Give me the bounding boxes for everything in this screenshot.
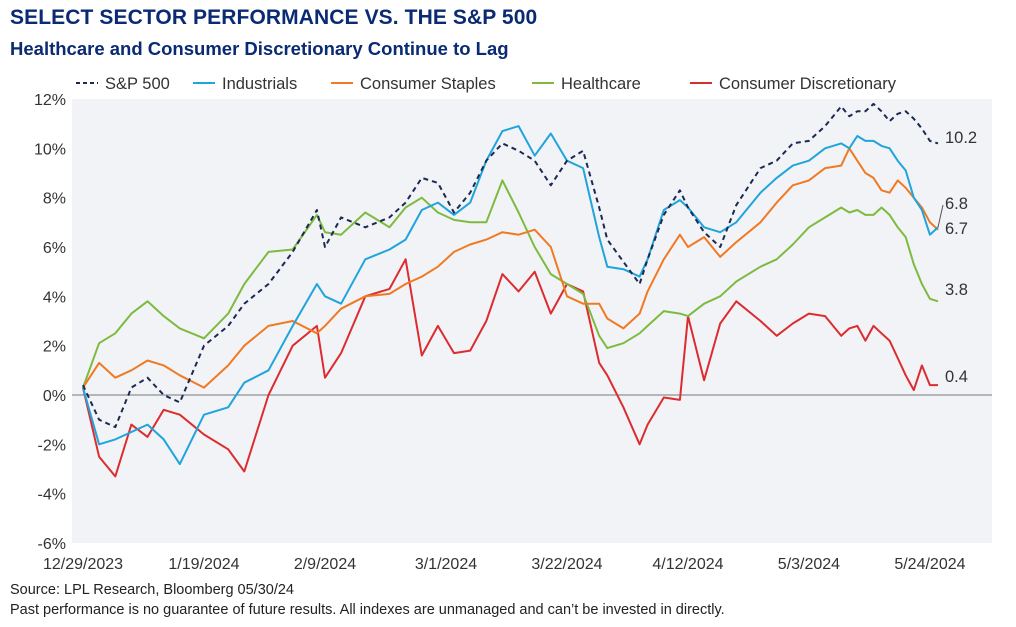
chart-title: SELECT SECTOR PERFORMANCE VS. THE S&P 50… bbox=[10, 6, 538, 29]
x-tick-label: 3/1/2024 bbox=[415, 556, 477, 573]
legend-label: S&P 500 bbox=[105, 75, 170, 93]
y-tick-label: 4% bbox=[43, 289, 66, 306]
legend-label: Consumer Staples bbox=[360, 75, 496, 93]
end-label-consumer-discretionary: 0.4 bbox=[945, 368, 968, 386]
series-lines bbox=[82, 102, 939, 478]
y-tick-label: 6% bbox=[43, 240, 66, 257]
x-tick-label: 1/19/2024 bbox=[168, 556, 239, 573]
end-label-industrials: 6.8 bbox=[945, 195, 968, 213]
series-line-consumer-discretionary bbox=[82, 258, 938, 478]
plot-area bbox=[72, 99, 992, 543]
y-tick-label: 8% bbox=[43, 191, 66, 208]
disclaimer-note: Past performance is no guarantee of futu… bbox=[10, 602, 725, 618]
end-label-leader bbox=[937, 204, 944, 228]
legend: S&P 500 Industrials Consumer Staples Health… bbox=[76, 75, 897, 93]
x-tick-label: 2/9/2024 bbox=[294, 556, 356, 573]
legend-label: Industrials bbox=[222, 75, 297, 93]
x-tick-label: 5/24/2024 bbox=[894, 556, 965, 573]
y-tick-label: 10% bbox=[34, 141, 66, 158]
y-tick-label: -2% bbox=[38, 437, 66, 454]
y-tick-label: -6% bbox=[38, 536, 66, 553]
end-label-consumer-staples: 6.7 bbox=[945, 220, 968, 238]
legend-label: Consumer Discretionary bbox=[719, 75, 897, 93]
x-tick-label: 5/3/2024 bbox=[778, 556, 840, 573]
x-tick-label: 3/22/2024 bbox=[531, 556, 602, 573]
y-tick-label: 0% bbox=[43, 388, 66, 405]
x-tick-label: 12/29/2023 bbox=[43, 556, 123, 573]
series-line-industrials bbox=[82, 125, 939, 466]
y-tick-label: 2% bbox=[43, 339, 66, 356]
series-line-healthcare bbox=[82, 179, 939, 388]
x-axis: 12/29/2023 1/19/2024 2/9/2024 3/1/2024 3/22/… bbox=[43, 556, 966, 573]
series-line-consumer-staples bbox=[82, 147, 939, 389]
x-tick-label: 4/12/2024 bbox=[652, 556, 723, 573]
y-tick-label: 12% bbox=[34, 92, 66, 109]
y-tick-label: -4% bbox=[38, 487, 66, 504]
y-axis: -6% -4% -2% 0% 2% 4% 6% 8% 10% 12% bbox=[34, 92, 66, 553]
end-label-healthcare: 3.8 bbox=[945, 281, 968, 299]
end-label-s-p-500: 10.2 bbox=[945, 129, 977, 147]
chart-subtitle: Healthcare and Consumer Discretionary Co… bbox=[10, 38, 509, 59]
source-note: Source: LPL Research, Bloomberg 05/30/24 bbox=[10, 582, 294, 598]
end-labels: 10.2 6.8 6.7 3.8 0.4 bbox=[937, 129, 977, 386]
legend-label: Healthcare bbox=[561, 75, 641, 93]
